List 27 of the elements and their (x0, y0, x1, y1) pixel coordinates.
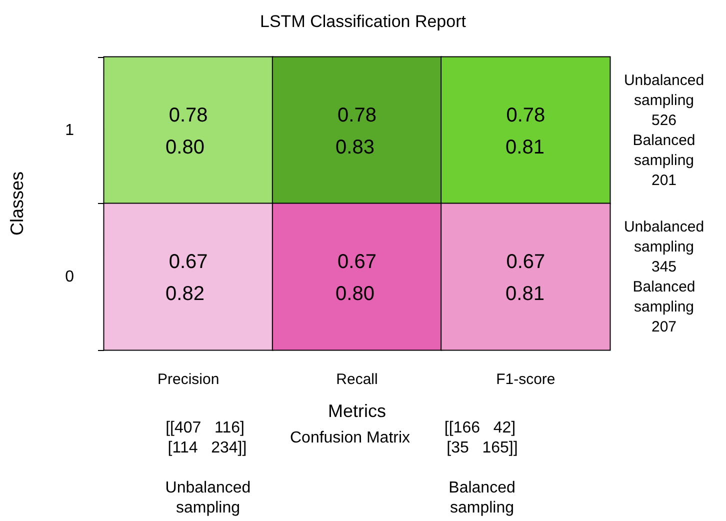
text: Confusion Matrix (290, 430, 410, 446)
x-tick-label: Recall (336, 371, 378, 388)
data-label: 0.67 (338, 250, 376, 273)
x-tick-label: F1-score (496, 371, 556, 388)
data-label: 0.78 (168, 104, 208, 126)
text: Balanced sampling (448, 480, 516, 516)
y-tick-label: 0 (65, 268, 74, 286)
data-label: 0.67 (168, 250, 208, 273)
text: Unbalanced sampling (165, 480, 251, 516)
data-label: 0.78 (506, 104, 546, 126)
y-axis-title: Classes (7, 171, 27, 236)
text: [[407 116] [114 234]] (163, 420, 247, 456)
y2-tick-label: Unbalanced sampling 526 Balanced sampling 201 (624, 72, 704, 189)
y2-tick-label: Unbalanced sampling 345 Balanced sampling 207 (624, 218, 704, 336)
annotation: 0.82 (166, 282, 204, 305)
chart-title: LSTM Classification Report (260, 12, 466, 31)
x-axis-title: Metrics (328, 401, 386, 421)
x-tick-label: Precision (157, 371, 220, 388)
y-tick-label: 1 (65, 122, 74, 139)
annotation: 0.80 (336, 282, 374, 305)
text: [[166 42] [35 165]] (442, 420, 518, 456)
annotation: 0.80 (166, 136, 204, 158)
data-label: 0.67 (506, 250, 546, 273)
data-label: 0.78 (338, 104, 376, 126)
annotation: 0.81 (506, 282, 544, 305)
annotation: 0.83 (336, 136, 374, 158)
annotation: 0.81 (506, 136, 544, 158)
